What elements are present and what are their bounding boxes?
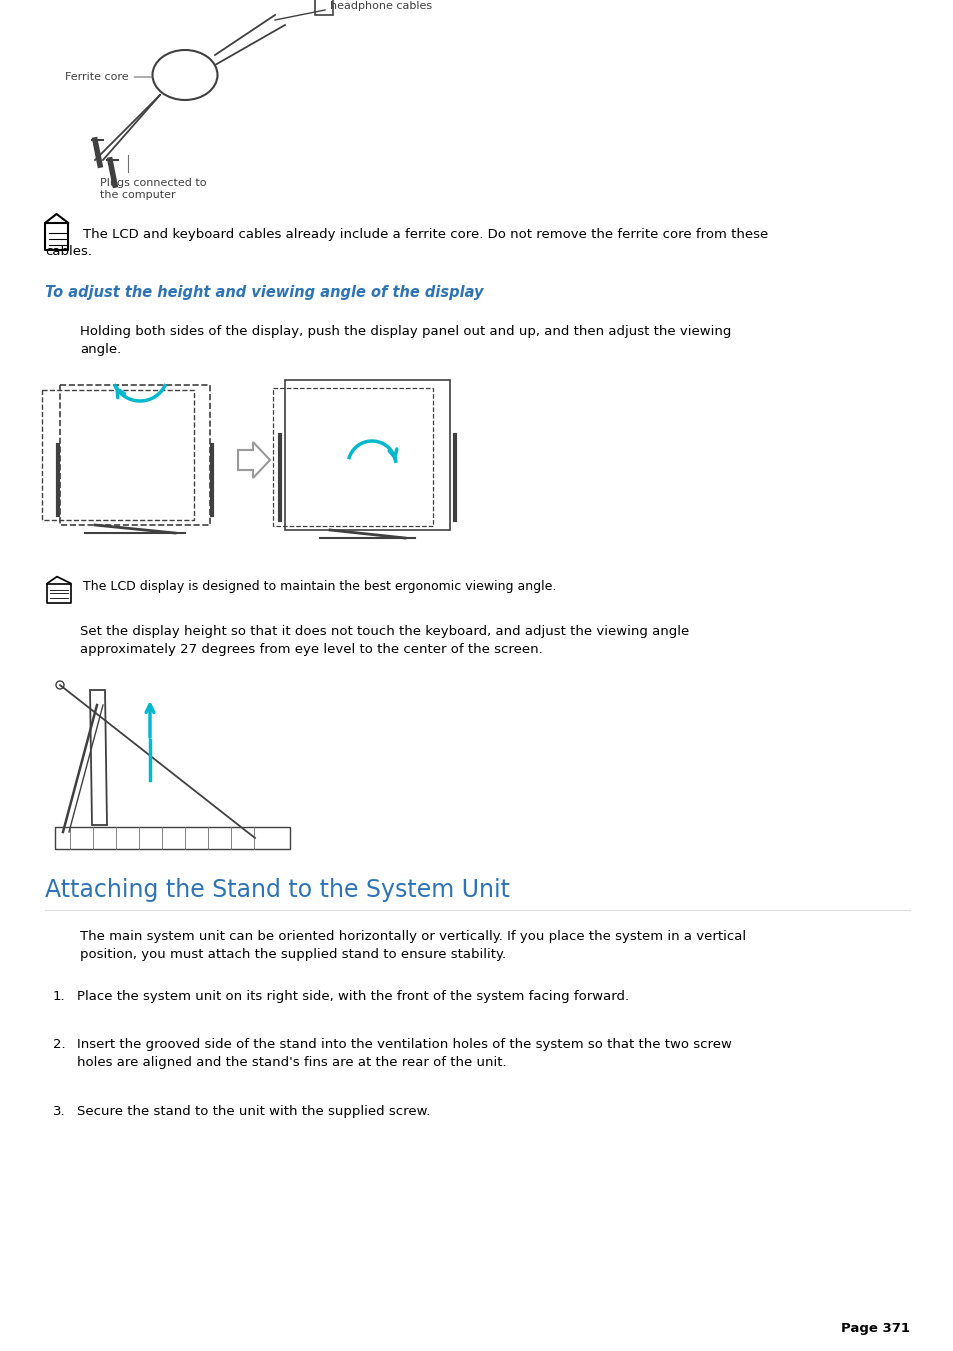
Text: angle.: angle. [80, 343, 121, 357]
Text: Place the system unit on its right side, with the front of the system facing for: Place the system unit on its right side,… [77, 990, 628, 1002]
Text: 2.: 2. [53, 1038, 66, 1051]
Text: holes are aligned and the stand's fins are at the rear of the unit.: holes are aligned and the stand's fins a… [77, 1056, 506, 1069]
Text: approximately 27 degrees from eye level to the center of the screen.: approximately 27 degrees from eye level … [80, 643, 542, 657]
Text: Attaching the Stand to the System Unit: Attaching the Stand to the System Unit [45, 878, 510, 902]
FancyBboxPatch shape [55, 827, 290, 848]
Text: Plugs connected to
the computer: Plugs connected to the computer [100, 178, 206, 200]
Text: Micro phone and
headphone cables: Micro phone and headphone cables [330, 0, 432, 11]
Text: Page 371: Page 371 [841, 1323, 909, 1335]
Text: The main system unit can be oriented horizontally or vertically. If you place th: The main system unit can be oriented hor… [80, 929, 745, 943]
Text: Ferrite core: Ferrite core [65, 72, 152, 82]
FancyBboxPatch shape [314, 0, 333, 15]
Text: 1.: 1. [53, 990, 66, 1002]
Text: Holding both sides of the display, push the display panel out and up, and then a: Holding both sides of the display, push … [80, 326, 731, 338]
Text: To adjust the height and viewing angle of the display: To adjust the height and viewing angle o… [45, 285, 483, 300]
Text: The LCD display is designed to maintain the best ergonomic viewing angle.: The LCD display is designed to maintain … [83, 580, 556, 593]
Text: Insert the grooved side of the stand into the ventilation holes of the system so: Insert the grooved side of the stand int… [77, 1038, 731, 1051]
Text: The LCD and keyboard cables already include a ferrite core. Do not remove the fe: The LCD and keyboard cables already incl… [83, 228, 767, 240]
Text: Set the display height so that it does not touch the keyboard, and adjust the vi: Set the display height so that it does n… [80, 626, 688, 638]
Polygon shape [90, 690, 107, 825]
Text: position, you must attach the supplied stand to ensure stability.: position, you must attach the supplied s… [80, 948, 506, 961]
Text: Secure the stand to the unit with the supplied screw.: Secure the stand to the unit with the su… [77, 1105, 430, 1119]
Text: 3.: 3. [53, 1105, 66, 1119]
Text: cables.: cables. [45, 245, 91, 258]
